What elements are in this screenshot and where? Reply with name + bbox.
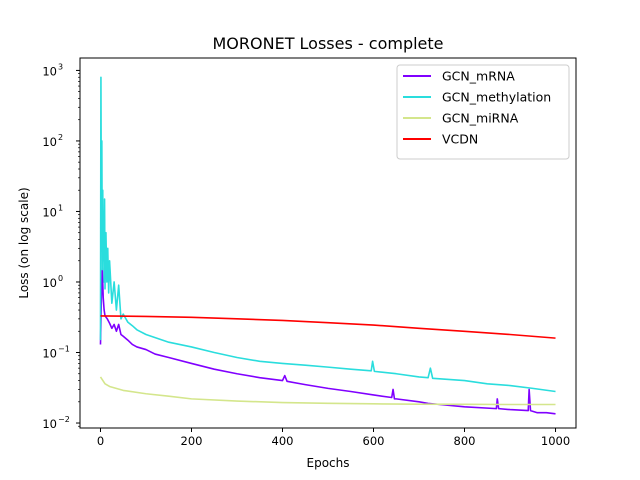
y-tick-exponent: 2 — [58, 133, 63, 142]
chart-title: MORONET Losses - complete — [213, 34, 444, 53]
y-tick-exponent: −2 — [58, 415, 70, 424]
x-tick-label: 600 — [363, 434, 385, 448]
series-layer — [99, 76, 556, 415]
legend-label: VCDN — [442, 132, 478, 147]
legend-label: GCN_miRNA — [442, 111, 519, 126]
x-tick-label: 0 — [97, 434, 104, 448]
x-tick-label: 1000 — [541, 434, 570, 448]
y-tick-exponent: 0 — [58, 274, 63, 283]
axes-frame — [79, 57, 577, 429]
y-tick-label: 10 — [42, 347, 57, 361]
series-line-gcn-mirna — [99, 376, 556, 406]
y-tick-label: 10 — [42, 417, 57, 431]
legend: GCN_mRNA GCN_methylation GCN_miRNA VCDN — [396, 64, 570, 160]
legend-box — [396, 64, 570, 160]
series-line-gcn-mrna — [99, 266, 556, 415]
series-line-vcdn — [100, 315, 556, 339]
y-tick-label: 10 — [42, 205, 57, 219]
x-tick-label: 400 — [272, 434, 294, 448]
x-axis-label: Epochs — [307, 456, 350, 470]
x-tick-label: 200 — [181, 434, 203, 448]
legend-label: GCN_mRNA — [442, 69, 515, 84]
y-tick-label: 10 — [42, 135, 57, 149]
y-axis-label: Loss (on log scale) — [17, 187, 31, 298]
y-tick-label: 10 — [42, 276, 57, 290]
y-tick-exponent: 3 — [58, 62, 63, 71]
y-tick-exponent: 1 — [58, 203, 63, 212]
x-tick-label: 800 — [454, 434, 476, 448]
y-tick-label: 10 — [42, 64, 57, 78]
series-line-gcn-methylation — [99, 76, 556, 393]
y-tick-exponent: −1 — [58, 345, 70, 354]
x-ticks: 0 200 400 600 800 1000 — [97, 428, 570, 448]
legend-label: GCN_methylation — [442, 90, 551, 105]
